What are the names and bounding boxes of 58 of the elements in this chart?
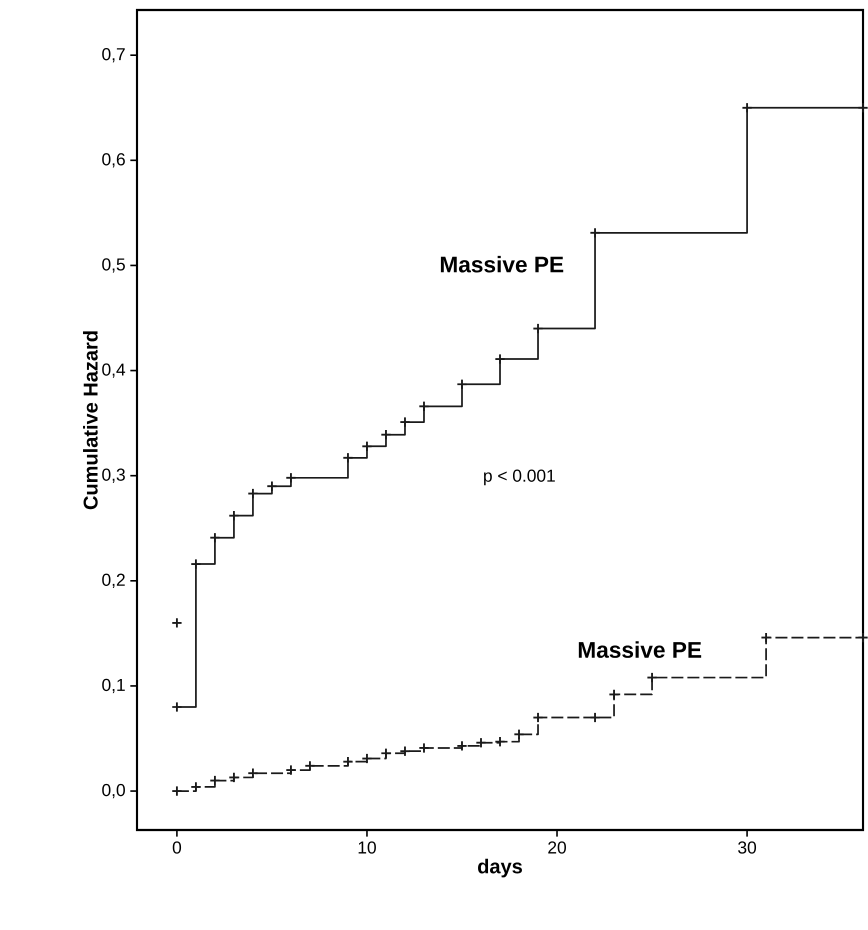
point — [513, 728, 525, 740]
x-tick-label: 10 — [358, 841, 376, 854]
point — [380, 429, 392, 440]
point — [646, 672, 658, 684]
point — [589, 227, 601, 238]
point — [209, 532, 221, 544]
point — [342, 452, 354, 464]
point — [361, 440, 373, 452]
point — [342, 756, 354, 768]
point — [532, 712, 544, 724]
point — [399, 746, 411, 757]
x-tick-label: 30 — [738, 841, 756, 854]
y-axis-title: Cumulative Hazard — [83, 331, 98, 510]
point — [608, 688, 620, 700]
point — [418, 742, 430, 754]
x-axis-title: days — [478, 858, 522, 878]
point — [190, 558, 202, 570]
point — [171, 617, 183, 628]
point — [361, 752, 373, 764]
y-tick-label: 0,0 — [102, 784, 125, 798]
annotation: p < 0.001 — [484, 470, 555, 486]
y-tick-label: 0,6 — [102, 153, 125, 168]
point — [857, 632, 868, 644]
point — [209, 774, 221, 786]
point — [304, 760, 316, 772]
y-tick-label: 0,3 — [102, 468, 125, 483]
point — [190, 781, 202, 792]
point — [857, 102, 868, 114]
y-tick-label: 0,5 — [102, 258, 125, 273]
point — [247, 768, 259, 779]
point — [228, 772, 240, 784]
point — [494, 736, 506, 748]
y-tick-label: 0,1 — [102, 678, 125, 694]
point — [247, 488, 259, 500]
point — [741, 102, 753, 114]
point — [475, 737, 487, 748]
y-tick-label: 0,2 — [102, 574, 125, 588]
x-tick-label: 0 — [172, 841, 182, 854]
point — [285, 764, 297, 776]
point — [171, 785, 183, 797]
point — [228, 510, 240, 522]
point — [760, 632, 772, 644]
point — [418, 400, 430, 412]
series-label: Massive PE — [440, 256, 564, 273]
point — [266, 480, 278, 492]
point — [532, 322, 544, 334]
x-tick-label: 20 — [548, 841, 566, 854]
point — [456, 378, 468, 390]
point — [285, 472, 297, 484]
point — [494, 353, 506, 365]
point — [399, 416, 411, 428]
point — [380, 748, 392, 759]
series-label: Massive PE — [578, 641, 702, 658]
point — [589, 712, 601, 724]
point — [456, 740, 468, 752]
y-tick-label: 0,7 — [102, 48, 125, 62]
y-tick-label: 0,4 — [102, 363, 126, 378]
point — [171, 701, 183, 713]
